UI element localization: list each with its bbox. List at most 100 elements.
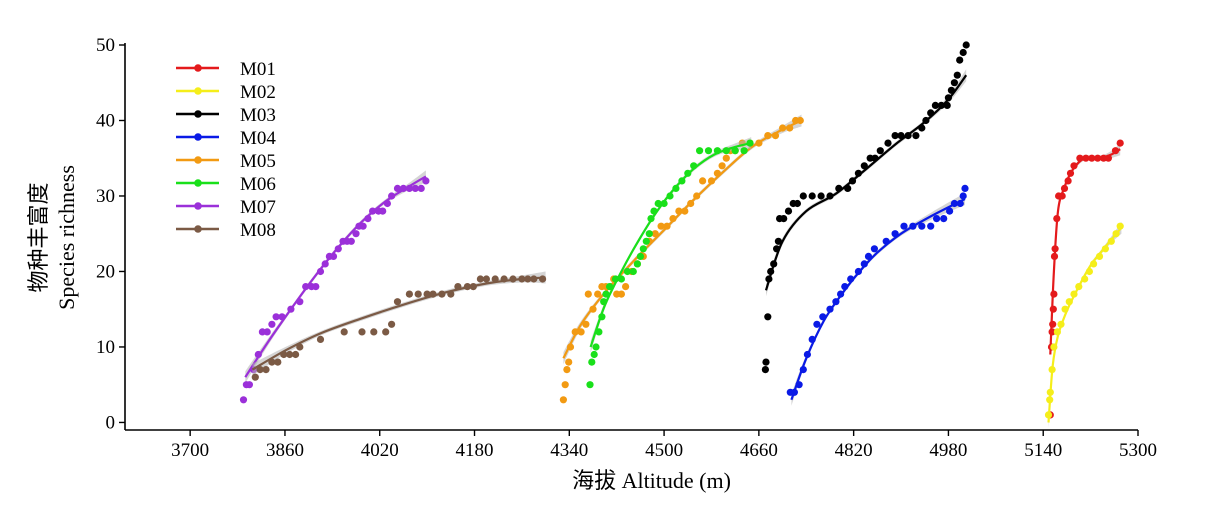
- legend-swatch-marker: [194, 110, 202, 118]
- data-point-M08: [370, 328, 378, 336]
- data-point-M06: [590, 350, 598, 359]
- data-point-M03: [956, 56, 964, 64]
- data-point-M08: [454, 283, 462, 291]
- data-point-M04: [826, 305, 834, 313]
- data-point-M03: [962, 41, 970, 49]
- data-point-M03: [871, 154, 879, 162]
- confidence-band-M05: [563, 114, 802, 365]
- data-point-M06: [606, 283, 614, 291]
- x-tick-label: 4020: [361, 440, 399, 461]
- data-point-M03: [848, 177, 857, 185]
- legend-item-M04: M04: [176, 128, 276, 149]
- y-tick-label: 30: [96, 186, 115, 207]
- fit-line-M06: [589, 142, 752, 348]
- data-point-M04: [946, 207, 954, 215]
- x-tick-label: 5300: [1119, 440, 1157, 461]
- data-point-M02: [1061, 305, 1069, 313]
- data-point-M05: [565, 358, 573, 366]
- data-point-M03: [835, 184, 843, 192]
- data-point-M06: [623, 267, 632, 276]
- data-point-M07: [296, 298, 304, 306]
- data-point-M03: [784, 207, 793, 215]
- y-axis-title: 物种丰富度 Species richness: [26, 165, 79, 310]
- data-point-M05: [699, 177, 707, 185]
- data-point-M04: [819, 313, 827, 321]
- data-point-M05: [663, 222, 671, 230]
- legend-item-M01: M01: [176, 59, 276, 80]
- data-point-M01: [1049, 305, 1057, 313]
- data-point-M07: [388, 192, 396, 200]
- data-point-M03: [780, 215, 788, 223]
- data-point-M07: [272, 313, 280, 321]
- data-point-M08: [405, 290, 413, 298]
- data-point-M06: [660, 199, 668, 208]
- data-point-M04: [918, 222, 926, 230]
- data-point-M02: [1048, 366, 1056, 374]
- data-point-M02: [1112, 230, 1120, 238]
- data-point-M05: [687, 199, 695, 208]
- data-point-M07: [278, 313, 286, 321]
- data-point-M07: [405, 184, 413, 192]
- confidence-band-M04: [791, 193, 965, 406]
- data-point-M02: [1070, 290, 1078, 298]
- x-axis-title: 海拔 Altitude (m): [572, 468, 731, 493]
- data-point-M03: [764, 313, 772, 321]
- data-point-M05: [561, 381, 569, 389]
- data-point-M04: [933, 215, 941, 223]
- data-point-M08: [256, 366, 264, 374]
- data-point-M01: [1094, 154, 1102, 162]
- data-point-M04: [870, 245, 879, 253]
- data-point-M07: [359, 222, 367, 230]
- data-point-M06: [617, 275, 626, 283]
- data-point-M03: [891, 132, 899, 140]
- data-point-M07: [383, 199, 391, 208]
- confidence-band-M08: [252, 271, 546, 376]
- data-point-M03: [944, 94, 953, 102]
- data-point-M08: [316, 335, 325, 343]
- y-tick-label: 20: [96, 261, 115, 282]
- series-M04: [786, 184, 969, 406]
- y-tick-label: 0: [106, 412, 116, 433]
- data-point-M05: [764, 132, 772, 140]
- data-point-M06: [654, 199, 662, 208]
- x-tick-label: 4980: [929, 440, 967, 461]
- data-point-M07: [287, 305, 295, 313]
- data-point-M03: [943, 101, 951, 109]
- data-point-M03: [799, 192, 807, 200]
- y-tick-label: 50: [96, 35, 115, 56]
- data-point-M06: [595, 328, 603, 336]
- data-point-M08: [286, 350, 294, 359]
- x-tick-label: 4660: [740, 440, 778, 461]
- legend-swatch-marker: [194, 64, 202, 72]
- data-point-M01: [1088, 154, 1096, 162]
- data-point-M03: [918, 124, 926, 132]
- data-point-M01: [1060, 184, 1069, 192]
- data-point-M05: [577, 328, 585, 336]
- legend-item-M06: M06: [176, 174, 276, 195]
- data-point-M08: [292, 350, 300, 359]
- data-point-M03: [762, 358, 770, 366]
- legend-item-M02: M02: [176, 82, 276, 103]
- data-point-M03: [773, 245, 781, 253]
- data-point-M02: [1081, 275, 1089, 283]
- data-point-M07: [399, 184, 407, 192]
- x-axis-ticks: 3700 3860 4020 4180 4340 4500 4660 4820 4980 5140…: [171, 430, 1157, 461]
- data-point-M05: [796, 116, 804, 125]
- data-point-M01: [1111, 147, 1120, 155]
- data-point-M06: [666, 192, 674, 200]
- data-point-M04: [803, 350, 812, 359]
- data-point-M01: [1070, 162, 1078, 170]
- data-point-M08: [251, 373, 259, 381]
- data-point-M05: [713, 169, 722, 177]
- data-point-M01: [1116, 139, 1124, 147]
- legend-item-M08: M08: [176, 220, 276, 241]
- data-point-M07: [379, 207, 387, 215]
- data-point-M06: [600, 298, 608, 306]
- data-point-M05: [589, 305, 597, 313]
- data-point-M04: [841, 283, 849, 291]
- data-point-M06: [611, 275, 620, 283]
- data-point-M06: [731, 147, 739, 155]
- data-point-M08: [482, 275, 490, 283]
- legend-swatch-marker: [194, 156, 202, 164]
